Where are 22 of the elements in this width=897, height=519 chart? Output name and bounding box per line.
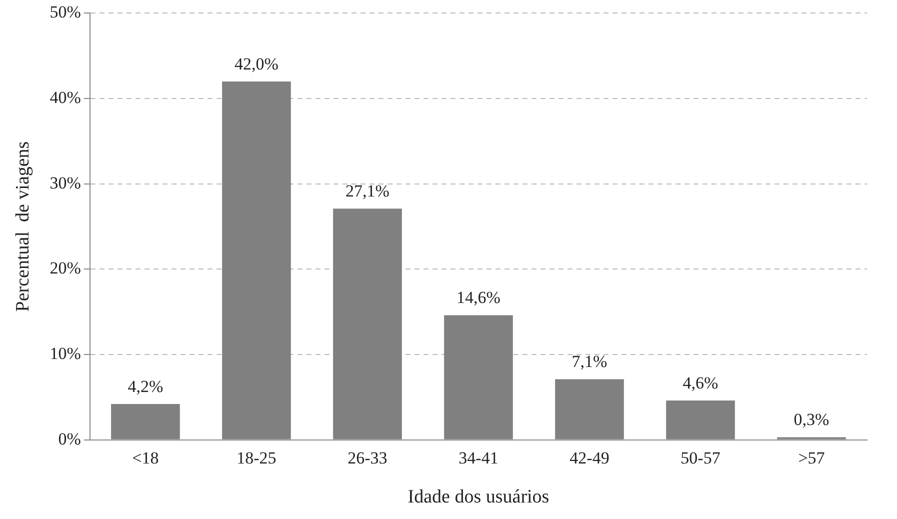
data-label: 7,1% (572, 352, 608, 372)
x-tick-label: 34-41 (458, 448, 498, 468)
x-tick-label: 18-25 (236, 448, 276, 468)
y-tick-label: 10% (50, 344, 81, 363)
data-label: 0,3% (794, 410, 830, 430)
data-label: 27,1% (346, 182, 390, 201)
data-label: 4,2% (128, 376, 164, 396)
y-tick-label: 30% (50, 173, 81, 192)
y-tick-label: 50% (50, 2, 81, 22)
data-label: 4,6% (682, 374, 718, 393)
x-tick-label: >57 (798, 448, 826, 468)
x-axis-title: Idade dos usuários (408, 486, 550, 508)
x-tick-label: <18 (132, 448, 159, 468)
y-tick-label: 40% (50, 88, 81, 107)
data-label: 42,0% (234, 54, 278, 74)
y-tick-label: 0% (58, 429, 81, 448)
data-label: 14,6% (456, 288, 500, 308)
x-tick-label: 42-49 (570, 448, 610, 468)
y-axis-title: Percentual de viagens (12, 141, 34, 312)
y-tick-label: 20% (50, 258, 81, 278)
x-tick-label: 50-57 (680, 448, 721, 468)
x-tick-label: 26-33 (348, 448, 388, 468)
